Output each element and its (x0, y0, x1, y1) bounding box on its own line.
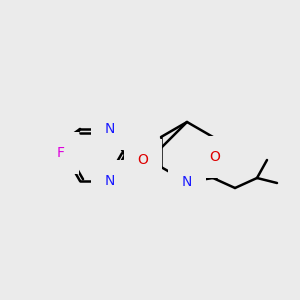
Text: O: O (138, 153, 148, 167)
Text: O: O (210, 150, 220, 164)
Text: F: F (57, 146, 65, 160)
Text: N: N (182, 175, 192, 189)
Text: N: N (105, 122, 115, 136)
Text: N: N (105, 174, 115, 188)
Text: F: F (48, 124, 56, 138)
Text: F: F (44, 137, 52, 151)
